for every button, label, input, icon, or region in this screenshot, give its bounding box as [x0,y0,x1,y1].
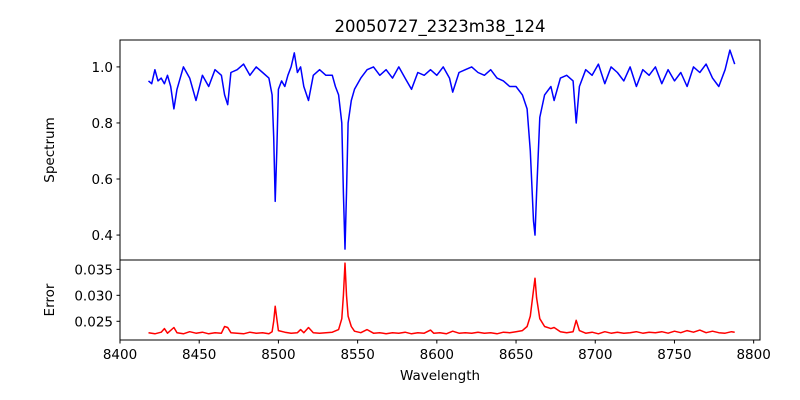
y-tick-label: 1.0 [92,60,113,76]
x-tick: 8700 [578,340,612,363]
x-tick-label: 8500 [261,347,295,363]
error-y-tick: 0.030 [74,288,120,304]
y-tick-label: 0.035 [74,262,113,278]
x-tick-label: 8450 [182,347,216,363]
error-plot: 0.025 0.030 0.035 8400 8450 8500 8550 8600 8650 8… [74,259,771,363]
error-y-tick: 0.035 [74,262,120,278]
spectrum-y-tick: 0.8 [92,116,120,132]
error-y-tick: 0.025 [74,314,120,330]
x-tick: 8400 [103,340,137,363]
spectrum-series-line [148,49,736,250]
x-tick-label: 8600 [420,347,454,363]
spectrum-y-tick: 0.6 [92,172,120,188]
x-tick-label: 8800 [736,347,770,363]
x-tick: 8600 [420,340,454,363]
error-axes-frame [119,259,761,341]
y-axis-label-spectrum: Spectrum [42,117,58,182]
spectrum-y-tick: 1.0 [92,60,120,76]
x-axis-label: Wavelength [400,368,480,384]
x-tick: 8750 [657,340,692,363]
x-tick: 8500 [261,340,296,363]
x-tick-label: 8750 [657,347,691,363]
x-tick: 8550 [340,340,375,363]
x-tick-label: 8550 [340,347,374,363]
x-tick-label: 8700 [578,347,612,363]
x-tick-label: 8650 [499,347,533,363]
error-series-line [148,262,735,335]
spectrum-y-tick: 0.4 [92,228,120,244]
y-axis-label-error: Error [42,283,58,316]
y-tick-label: 0.8 [92,116,113,132]
chart-title: 20050727_2323m38_124 [334,17,545,37]
y-tick-label: 0.6 [92,172,113,188]
x-tick-label: 8400 [103,347,137,363]
y-tick-label: 0.025 [74,314,113,330]
y-tick-label: 0.030 [74,288,113,304]
y-tick-label: 0.4 [92,228,113,244]
x-tick: 8800 [736,340,771,363]
x-tick: 8650 [499,340,533,363]
x-tick: 8450 [182,340,216,363]
